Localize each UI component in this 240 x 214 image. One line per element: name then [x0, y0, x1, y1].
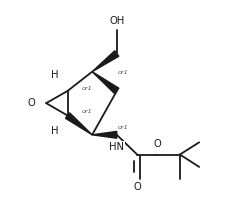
- Text: H: H: [51, 70, 59, 80]
- Text: or1: or1: [118, 70, 129, 75]
- Polygon shape: [92, 72, 119, 94]
- Text: or1: or1: [118, 125, 129, 130]
- Text: HN: HN: [109, 142, 124, 152]
- Text: or1: or1: [81, 86, 92, 91]
- Text: H: H: [51, 126, 59, 136]
- Text: O: O: [154, 139, 161, 149]
- Polygon shape: [92, 131, 117, 138]
- Text: O: O: [28, 98, 36, 108]
- Text: or1: or1: [81, 109, 92, 114]
- Polygon shape: [92, 51, 119, 72]
- Polygon shape: [66, 113, 92, 135]
- Text: OH: OH: [109, 16, 124, 26]
- Text: O: O: [133, 182, 141, 192]
